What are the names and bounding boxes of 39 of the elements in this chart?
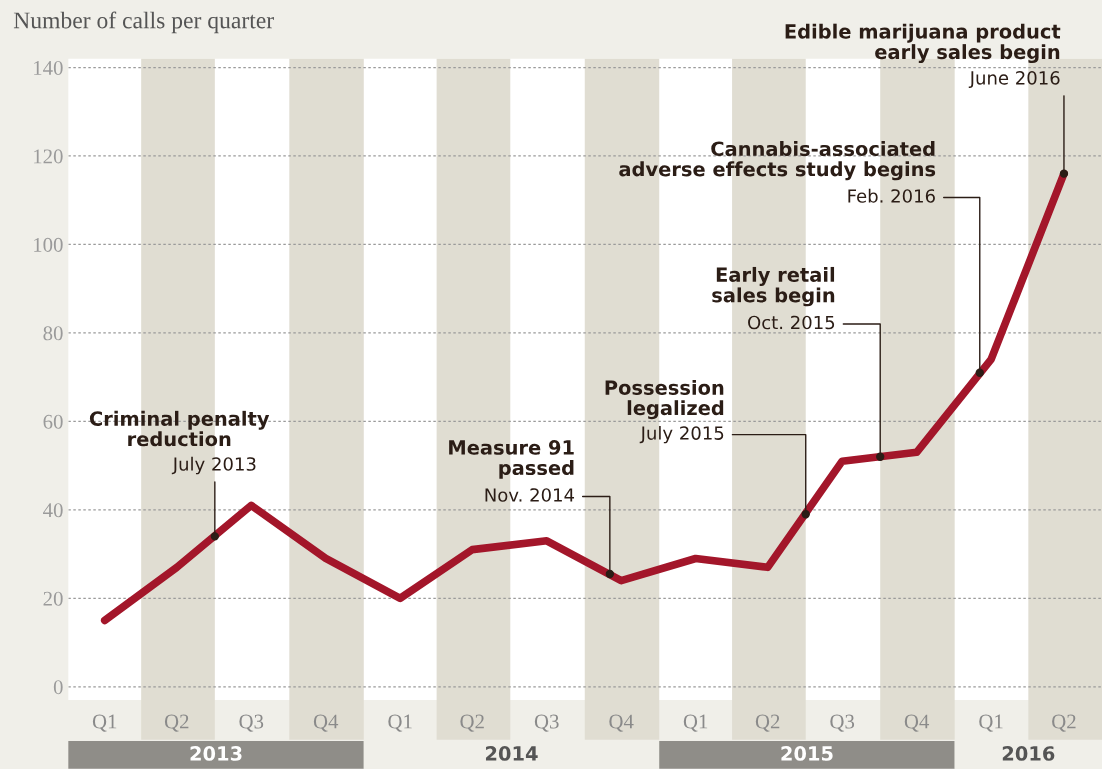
annotation: Criminal penalty reduction bbox=[89, 410, 270, 447]
y-tick-label: 60 bbox=[43, 414, 63, 429]
annotation: Measure 91 passed bbox=[449, 440, 574, 479]
annotation: Possession legalized bbox=[605, 379, 724, 420]
annotation: July 2013 bbox=[171, 456, 256, 475]
x-tick-label: Q1 bbox=[92, 714, 117, 732]
x-tick-label: Q3 bbox=[239, 714, 264, 732]
x-tick-label: Q2 bbox=[460, 714, 484, 732]
text: 2015 bbox=[781, 746, 833, 761]
y-tick-label: 20 bbox=[43, 591, 63, 606]
y-tick-label: 80 bbox=[43, 326, 63, 341]
annotation: Oct. 2015 bbox=[748, 315, 835, 330]
y-tick-label: 100 bbox=[34, 237, 63, 252]
y-tick-label: 140 bbox=[34, 60, 63, 75]
y-tick-label: 40 bbox=[43, 503, 63, 518]
x-tick-label: Q4 bbox=[609, 714, 634, 732]
x-tick-label: Q2 bbox=[164, 714, 189, 732]
annotation: June 2016 bbox=[968, 71, 1060, 89]
text: 2014 bbox=[485, 746, 538, 761]
x-tick-label: Q1 bbox=[388, 714, 412, 732]
x-tick-label: Q3 bbox=[830, 714, 855, 732]
x-tick-label: Q1 bbox=[683, 714, 708, 732]
chart-title: Number of calls per quarter bbox=[13, 11, 274, 34]
x-tick-label: Q3 bbox=[534, 714, 559, 732]
annotation: Edible marijuana product early sales begin bbox=[785, 23, 1061, 64]
annotation: Feb. 2016 bbox=[848, 188, 935, 203]
annotation: Early retail sales begin bbox=[712, 266, 835, 307]
x-tick-label: Q2 bbox=[755, 714, 780, 732]
x-tick-label: Q4 bbox=[904, 714, 930, 732]
x-tick-label: Q2 bbox=[1052, 714, 1076, 732]
text: 2016 bbox=[1002, 746, 1055, 761]
annotation: Cannabis-associated adverse effects study begins bbox=[619, 141, 936, 181]
annotation: Nov. 2014 bbox=[485, 488, 575, 502]
annotation: July 2015 bbox=[639, 425, 724, 444]
x-tick-label: Q1 bbox=[979, 714, 1003, 732]
y-tick-label: 120 bbox=[34, 149, 63, 164]
text: 2013 bbox=[190, 746, 242, 761]
x-tick-label: Q4 bbox=[313, 714, 339, 732]
y-tick-label: 0 bbox=[53, 680, 63, 695]
